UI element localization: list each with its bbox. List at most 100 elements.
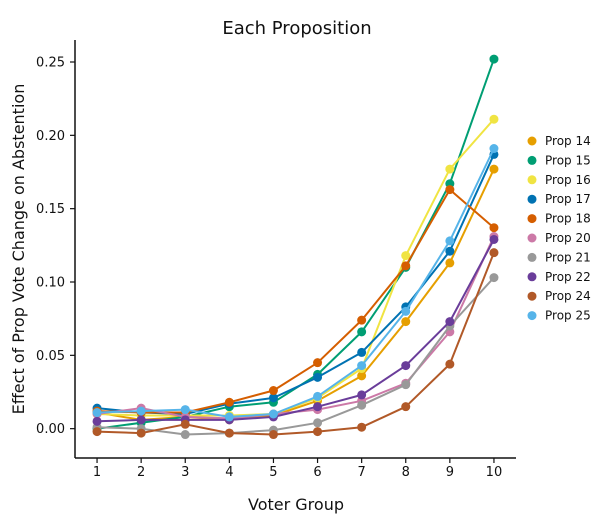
y-tick-label: 0.05 <box>36 349 65 364</box>
legend-item: Prop 14 <box>527 134 591 148</box>
legend-label: Prop 14 <box>545 134 591 148</box>
data-point <box>136 415 146 425</box>
legend-label: Prop 24 <box>545 289 591 303</box>
legend-marker <box>527 136 537 146</box>
axes <box>74 40 516 459</box>
data-point <box>136 406 146 416</box>
data-point <box>445 185 455 195</box>
y-tick-label: 0.00 <box>36 422 65 437</box>
data-point <box>489 223 499 233</box>
legend-label: Prop 15 <box>545 153 591 167</box>
data-point <box>357 327 367 337</box>
data-point <box>180 419 190 429</box>
data-point <box>268 409 278 419</box>
legend-label: Prop 16 <box>545 173 591 187</box>
data-point <box>180 430 190 440</box>
y-tick-label: 0.25 <box>36 56 65 71</box>
data-point <box>92 427 102 437</box>
data-point <box>268 430 278 440</box>
data-point <box>357 361 367 371</box>
series-prop-14 <box>92 164 499 425</box>
data-point <box>224 397 234 407</box>
data-point <box>313 391 323 401</box>
legend-marker <box>527 194 537 204</box>
legend-marker <box>527 175 537 185</box>
series-line <box>96 168 495 421</box>
legend-marker <box>527 272 537 282</box>
data-point <box>401 306 411 316</box>
data-point <box>489 54 499 64</box>
x-tick-label: 6 <box>313 465 321 480</box>
legend-label: Prop 20 <box>545 231 591 245</box>
legend-marker <box>527 233 537 243</box>
chart-title: Each Proposition <box>222 18 371 39</box>
data-point <box>445 317 455 327</box>
data-point <box>445 359 455 369</box>
x-tick-group: 1 2 3 4 5 6 7 8 9 10 <box>93 458 502 480</box>
x-tick-label: 9 <box>446 465 454 480</box>
legend-item: Prop 18 <box>527 212 591 226</box>
data-point <box>313 402 323 412</box>
y-tick-label: 0.15 <box>36 202 65 217</box>
legend-marker <box>527 252 537 262</box>
legend-item: Prop 17 <box>527 192 591 206</box>
legend-marker <box>527 311 537 321</box>
x-tick-label: 3 <box>181 465 189 480</box>
data-point <box>357 315 367 325</box>
legend-item: Prop 25 <box>527 309 591 323</box>
legend-item: Prop 24 <box>527 289 591 303</box>
x-tick-label: 7 <box>358 465 366 480</box>
x-axis-title: Voter Group <box>248 495 344 514</box>
data-point <box>489 273 499 283</box>
legend-label: Prop 22 <box>545 270 591 284</box>
series-line <box>96 239 495 423</box>
data-point <box>92 408 102 418</box>
data-point <box>489 114 499 124</box>
legend-label: Prop 17 <box>545 192 591 206</box>
data-point <box>136 428 146 438</box>
data-point <box>92 416 102 426</box>
data-point <box>489 234 499 244</box>
data-point <box>401 402 411 412</box>
series-prop-18 <box>92 185 499 418</box>
y-axis-title: Effect of Prop Vote Change on Abstention <box>9 84 28 415</box>
data-point <box>489 164 499 174</box>
data-point <box>401 380 411 390</box>
x-tick-label: 4 <box>225 465 233 480</box>
series-prop-17 <box>92 149 499 419</box>
legend-label: Prop 25 <box>545 309 591 323</box>
data-point <box>180 405 190 415</box>
series-line <box>96 252 495 436</box>
data-point <box>357 347 367 357</box>
data-point <box>313 427 323 437</box>
legend-label: Prop 18 <box>545 212 591 226</box>
legend-label: Prop 21 <box>545 250 591 264</box>
legend-marker <box>527 291 537 301</box>
y-tick-label: 0.10 <box>36 276 65 291</box>
data-point <box>445 258 455 268</box>
data-point <box>357 390 367 400</box>
x-tick-label: 2 <box>137 465 145 480</box>
legend-item: Prop 20 <box>527 231 591 245</box>
data-point <box>489 248 499 258</box>
data-point <box>224 412 234 422</box>
series-line <box>96 148 495 418</box>
legend-marker <box>527 214 537 224</box>
y-tick-group: 0.00 0.05 0.10 0.15 0.20 0.25 <box>36 56 75 437</box>
data-point <box>445 164 455 174</box>
data-point <box>401 251 411 261</box>
data-point <box>357 422 367 432</box>
data-point <box>268 386 278 396</box>
data-point <box>313 372 323 382</box>
series-prop-25 <box>92 144 499 422</box>
series-prop-24 <box>92 248 499 440</box>
x-tick-label: 8 <box>402 465 410 480</box>
legend-item: Prop 16 <box>527 173 591 187</box>
legend-item: Prop 21 <box>527 250 591 264</box>
series-group <box>92 54 499 440</box>
legend-item: Prop 22 <box>527 270 591 284</box>
x-tick-label: 5 <box>269 465 277 480</box>
data-point <box>401 261 411 271</box>
series-prop-22 <box>92 234 499 426</box>
